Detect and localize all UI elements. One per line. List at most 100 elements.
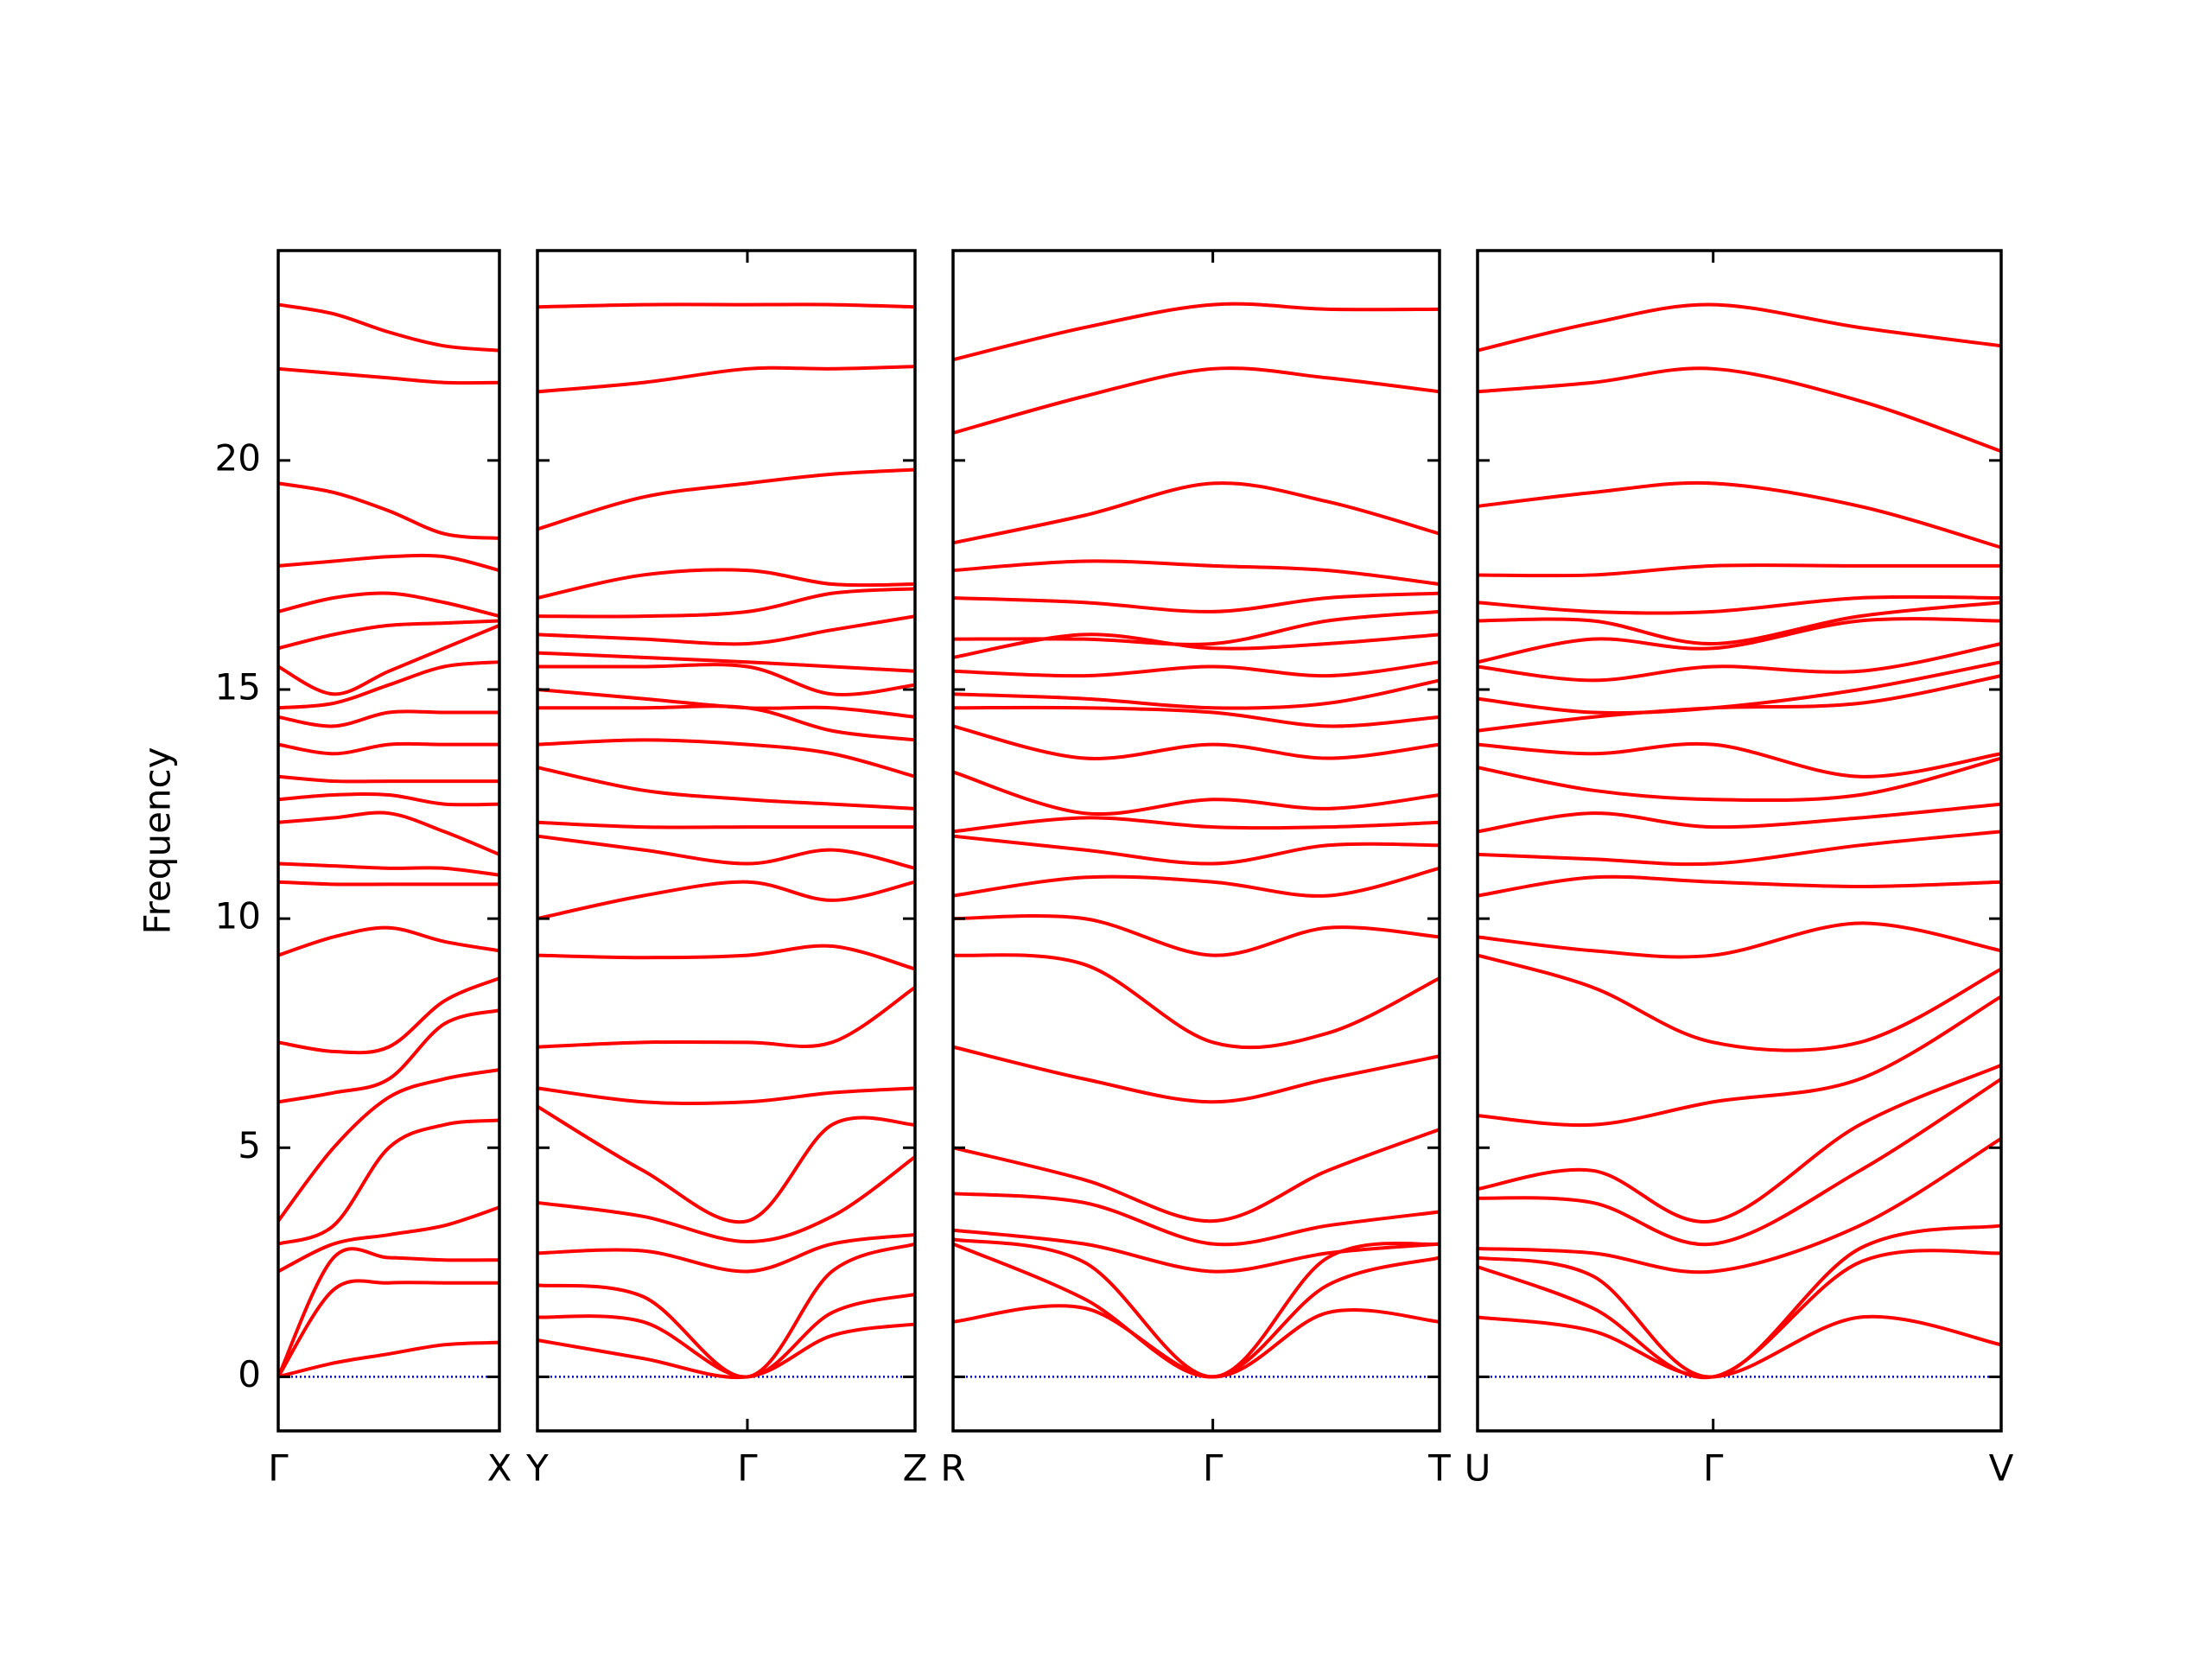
band-line [1477, 995, 2003, 1128]
band-line [277, 1205, 500, 1274]
band-line [1477, 1224, 2002, 1379]
band-line [277, 976, 500, 1055]
y-tick-label: 10 [215, 895, 261, 938]
band-line [952, 1237, 1440, 1379]
band-line [537, 365, 916, 394]
band-line [1477, 874, 2002, 898]
band-line [277, 880, 499, 887]
band-line [277, 1008, 500, 1104]
x-tick-label: Γ [268, 1447, 289, 1490]
band-line [952, 302, 1440, 362]
band-line [952, 914, 1440, 957]
band-line [537, 467, 916, 531]
y-axis-label: Frequency [137, 747, 179, 935]
x-tick-label: Y [525, 1447, 549, 1490]
band-line [277, 810, 500, 856]
band-line [537, 986, 917, 1049]
band-line [952, 481, 1440, 545]
band-line [1477, 741, 2002, 779]
band-line [277, 709, 499, 728]
y-tick-label: 20 [215, 436, 261, 479]
x-tick-label: Γ [737, 1447, 758, 1490]
band-line [537, 820, 915, 830]
band-line [1477, 601, 2002, 645]
band-line [537, 766, 916, 810]
band-line [1477, 674, 2002, 733]
band-line [536, 1104, 916, 1224]
band-line [952, 1228, 1440, 1274]
band-line [952, 1304, 1440, 1379]
band-line [537, 944, 916, 971]
band-line [537, 738, 916, 779]
band-line [952, 816, 1440, 834]
band-line [537, 880, 916, 921]
band-line [537, 302, 916, 309]
band-line [277, 1340, 500, 1379]
y-tick-label: 15 [215, 666, 261, 709]
y-tick-label: 0 [238, 1353, 261, 1395]
band-line [1477, 617, 2002, 664]
band-line [952, 724, 1440, 760]
band-line [952, 705, 1440, 728]
band-line [952, 953, 1440, 1050]
band-line [952, 1045, 1440, 1104]
band-line [277, 791, 500, 807]
x-tick-label: T [1427, 1447, 1451, 1490]
band-line [537, 834, 916, 870]
band-line [276, 1279, 499, 1378]
band-line [537, 1242, 916, 1379]
band-line [277, 660, 500, 710]
band-line [1477, 1063, 2002, 1224]
band-line [1477, 1249, 2002, 1380]
x-tick-label: Z [903, 1447, 928, 1490]
band-line [537, 568, 916, 600]
band-line [1477, 1314, 2002, 1379]
band-line [952, 609, 1440, 646]
band-line [537, 651, 916, 673]
x-tick-label: Γ [1703, 1447, 1724, 1490]
band-line [1477, 802, 2002, 834]
band-line [277, 302, 500, 353]
band-line [1477, 642, 2002, 683]
band-line [276, 1247, 500, 1378]
band-line [537, 587, 916, 619]
x-tick-label: Γ [1203, 1447, 1224, 1490]
band-line [952, 1192, 1440, 1247]
band-line [277, 591, 500, 619]
band-line [952, 660, 1440, 678]
band-line [952, 678, 1440, 710]
band-line [277, 366, 500, 385]
panel-frame [1476, 249, 2003, 1433]
x-tick-label: R [940, 1447, 965, 1490]
band-line [537, 1155, 917, 1243]
band-line [952, 770, 1440, 816]
band-line [537, 663, 916, 696]
band-line [277, 925, 500, 957]
band-line [537, 1293, 916, 1379]
x-tick-label: V [1989, 1447, 2014, 1490]
band-line [276, 1068, 500, 1223]
band-line [952, 591, 1440, 613]
band-line [1477, 756, 2002, 803]
band-line [1477, 953, 2002, 1052]
band-line [1477, 660, 2002, 715]
band-line [1477, 480, 2002, 550]
y-tick-label: 5 [238, 1124, 261, 1166]
band-line [277, 481, 500, 541]
band-line [1477, 302, 2002, 353]
band-line [952, 366, 1440, 435]
band-line [277, 553, 500, 573]
band-line [1477, 594, 2002, 615]
band-line [277, 619, 500, 651]
band-line [537, 614, 916, 646]
band-line [277, 623, 500, 696]
band-line [1477, 1077, 2003, 1247]
band-line [1477, 563, 2001, 578]
band-line [952, 1128, 1440, 1224]
panel-frame [951, 249, 1441, 1433]
band-line [537, 1233, 916, 1274]
band-line [537, 1086, 916, 1105]
band-line [952, 866, 1440, 898]
